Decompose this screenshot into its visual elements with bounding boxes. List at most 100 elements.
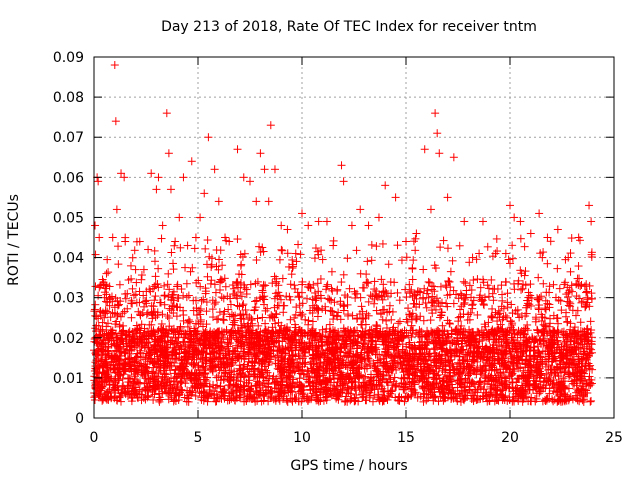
data-point [152, 185, 161, 194]
data-point [520, 242, 529, 251]
data-point [478, 217, 487, 226]
data-point [535, 209, 544, 218]
data-point [183, 241, 192, 250]
data-point [144, 245, 153, 254]
data-point [506, 201, 514, 210]
data-point [542, 396, 551, 405]
data-point [436, 243, 445, 252]
data-point [327, 267, 336, 276]
data-point [510, 285, 519, 294]
data-point [181, 263, 190, 272]
data-point [246, 177, 254, 186]
data-point [115, 280, 124, 289]
data-point [534, 273, 543, 282]
data-point [468, 300, 477, 309]
data-point [386, 277, 395, 286]
data-point [446, 267, 455, 276]
data-point [506, 317, 515, 326]
data-point [203, 272, 212, 281]
data-point [250, 297, 259, 306]
data-point [117, 397, 126, 406]
data-point [291, 249, 300, 258]
data-point [164, 149, 173, 158]
data-point [439, 236, 448, 245]
data-point [252, 197, 261, 206]
data-point [454, 313, 463, 322]
data-point [167, 248, 176, 257]
data-point [114, 242, 123, 251]
data-point [469, 276, 478, 285]
data-point [94, 291, 103, 300]
data-point [217, 293, 226, 302]
data-point [582, 280, 591, 289]
data-point [208, 305, 217, 314]
data-point [112, 205, 121, 214]
data-point [424, 277, 433, 286]
data-point [158, 310, 167, 319]
data-point [538, 253, 547, 262]
data-point [526, 229, 535, 238]
data-point [239, 173, 248, 182]
data-point [110, 61, 119, 70]
data-point [426, 316, 435, 325]
data-point [431, 109, 440, 118]
data-point [210, 165, 219, 174]
data-point [236, 288, 245, 297]
data-point [553, 264, 562, 273]
data-point [433, 129, 442, 138]
data-point [204, 133, 213, 142]
data-point [196, 213, 205, 222]
data-point [543, 233, 552, 242]
data-point [364, 297, 373, 306]
data-point [391, 193, 400, 202]
data-point [182, 293, 191, 302]
data-point [126, 261, 135, 270]
data-point [294, 240, 303, 249]
data-point [385, 307, 394, 316]
data-point [487, 275, 496, 284]
data-point [411, 246, 420, 255]
data-point [150, 246, 159, 255]
data-point [173, 280, 182, 289]
data-point [329, 236, 338, 245]
data-point [162, 109, 171, 118]
data-point [91, 282, 100, 291]
data-point [165, 314, 174, 323]
data-point [468, 253, 477, 262]
data-point [366, 291, 375, 300]
data-point [488, 304, 497, 313]
data-point [214, 255, 223, 264]
data-point [127, 313, 136, 322]
data-point [196, 305, 205, 314]
data-point [408, 264, 417, 273]
data-point [516, 234, 525, 243]
data-point [253, 314, 262, 323]
data-point [139, 393, 148, 402]
data-point [566, 249, 575, 258]
data-point [393, 241, 402, 250]
data-point [94, 177, 103, 186]
data-point [585, 201, 594, 210]
data-point [216, 246, 225, 255]
data-point [378, 315, 387, 324]
data-point [270, 165, 279, 174]
data-point [286, 315, 295, 324]
data-point [455, 241, 464, 250]
data-point [533, 326, 542, 335]
data-point [463, 316, 472, 325]
data-point [574, 262, 583, 271]
data-point [297, 311, 306, 320]
data-point [465, 281, 474, 290]
data-point [298, 209, 306, 218]
data-point [356, 269, 365, 278]
data-point [103, 255, 112, 264]
data-point [341, 396, 350, 405]
data-point [277, 221, 286, 230]
data-point [493, 285, 502, 294]
data-point [150, 257, 159, 266]
data-point [290, 281, 299, 290]
data-point [149, 302, 158, 311]
data-point [100, 288, 109, 297]
data-point [443, 244, 452, 253]
data-point [521, 267, 530, 276]
